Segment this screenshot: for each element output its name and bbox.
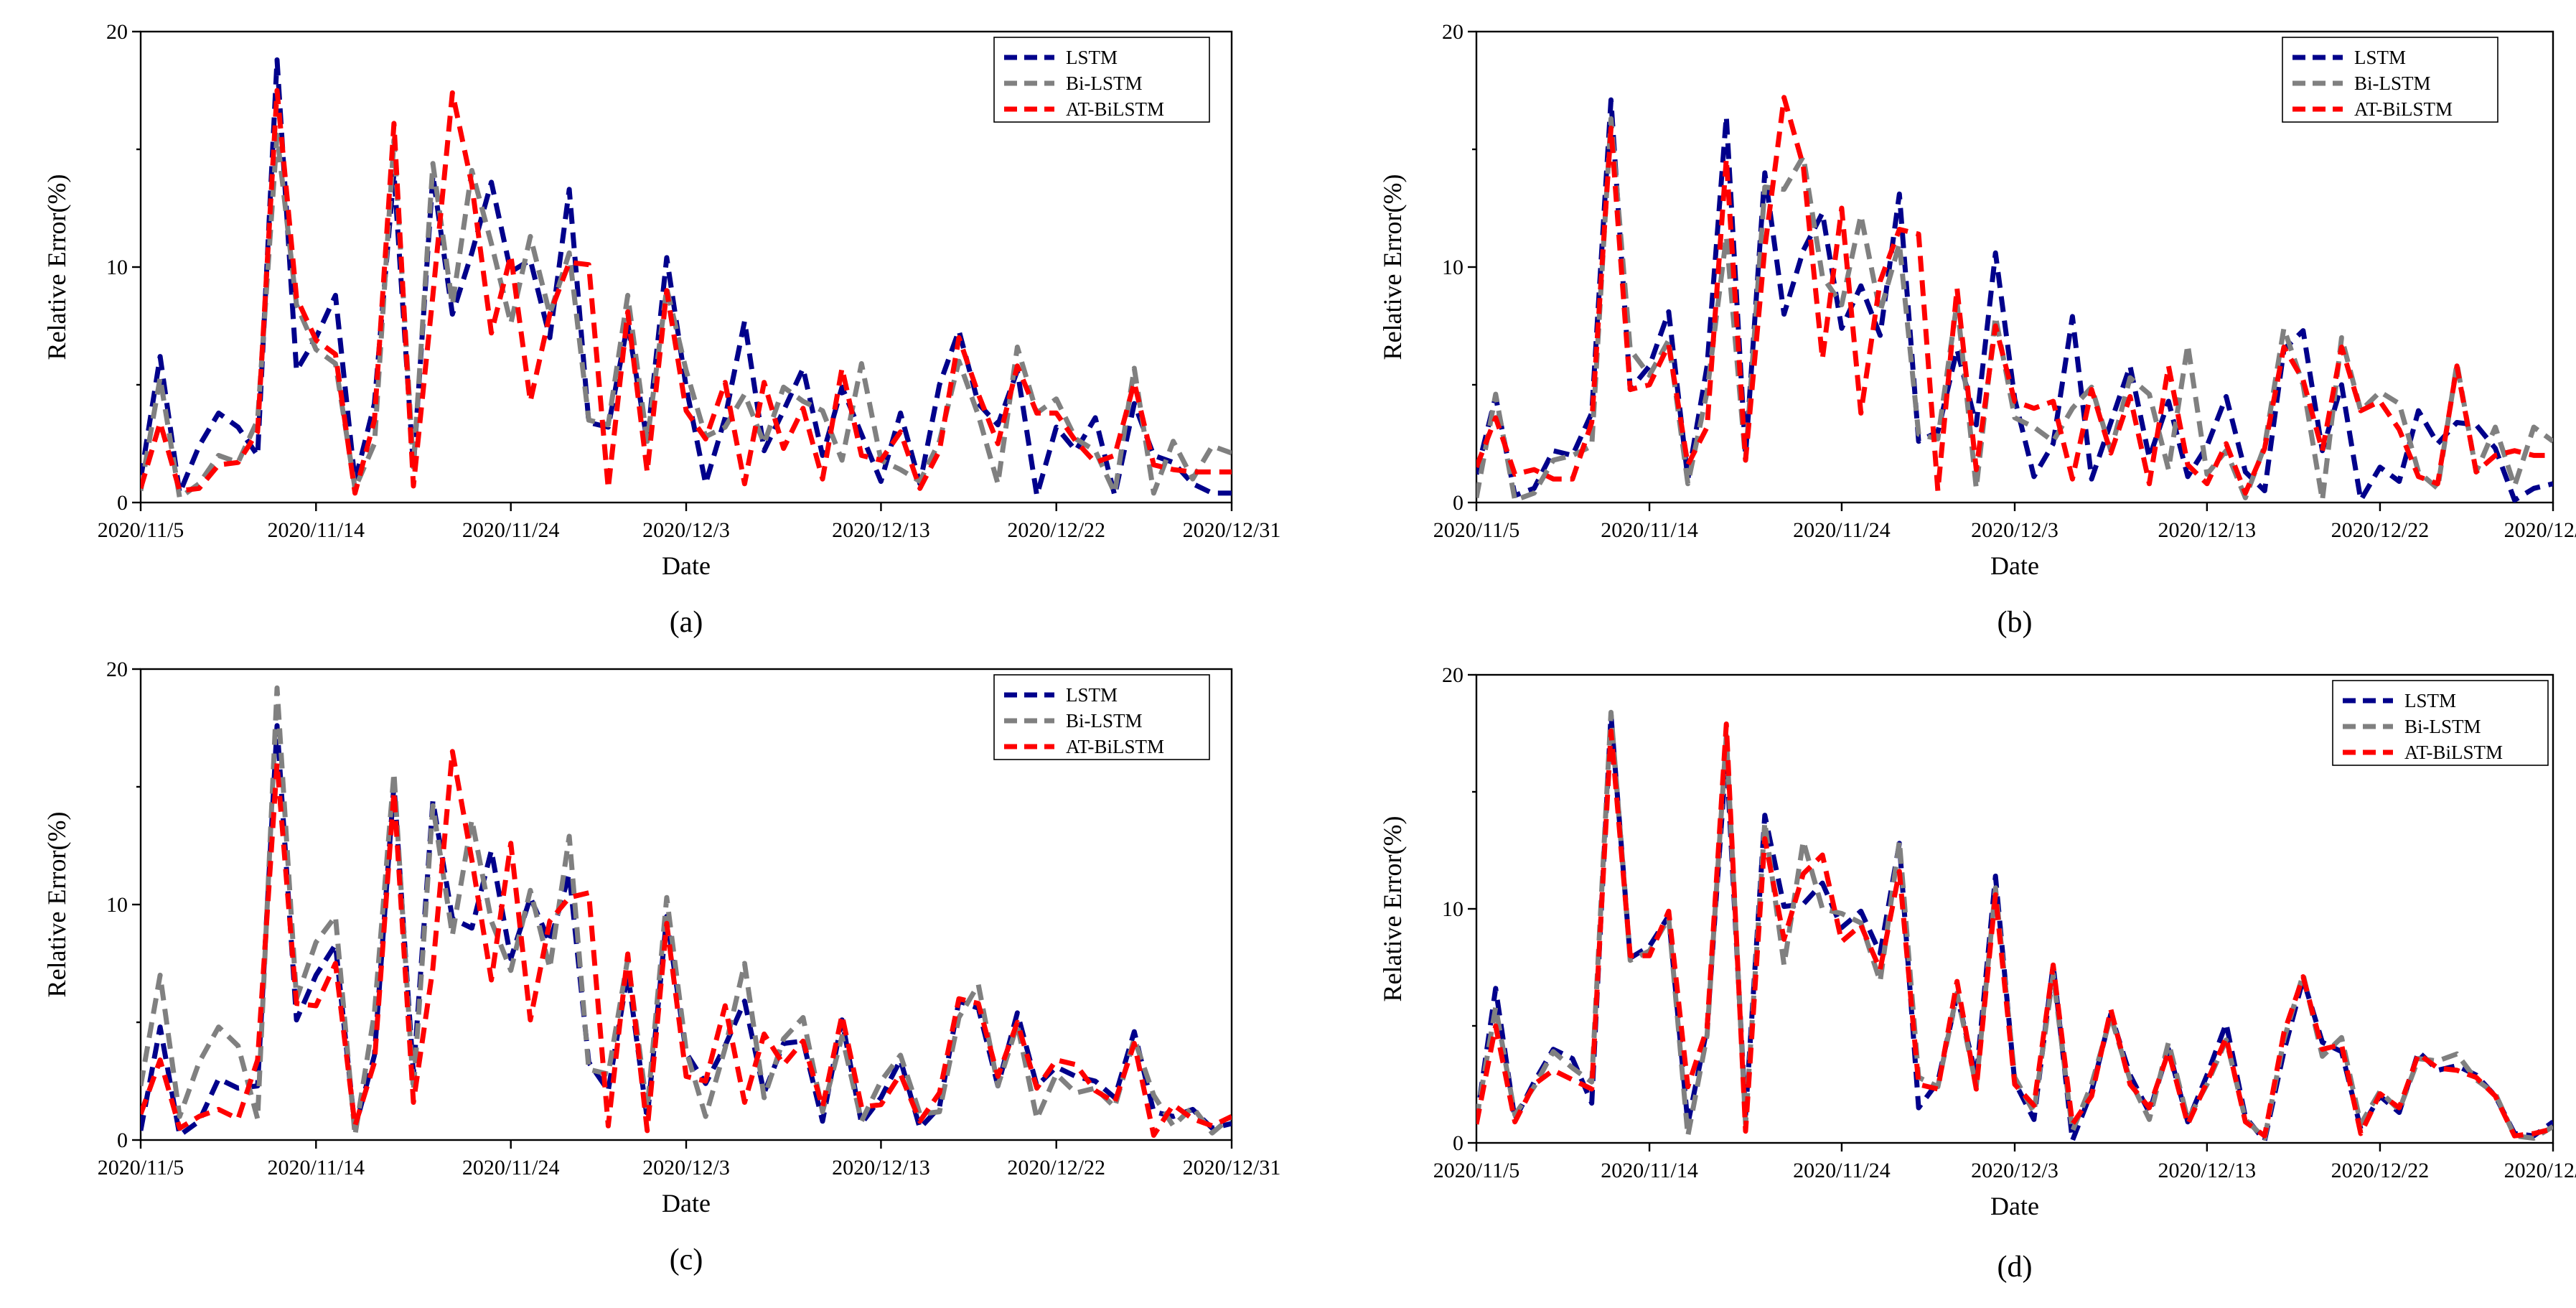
y-tick-label: 0 <box>117 491 128 515</box>
x-tick-label: 2020/12/31 <box>2504 1159 2576 1182</box>
y-tick-label: 10 <box>106 893 128 917</box>
x-tick-label: 2020/12/31 <box>1183 518 1281 542</box>
series-line-at-bilstm <box>1476 95 2553 496</box>
x-tick-label: 2020/11/14 <box>1601 518 1698 542</box>
series-line-at-bilstm <box>141 749 1232 1138</box>
panel-label: (a) <box>670 606 703 639</box>
legend: LSTM Bi-LSTM AT-BiLSTM <box>2332 680 2549 766</box>
x-tick-label: 2020/11/14 <box>268 518 365 542</box>
x-tick-label: 2020/12/13 <box>832 518 930 542</box>
y-axis-title: Relative Error(%) <box>1378 174 1407 360</box>
y-tick-label: 20 <box>1442 20 1463 44</box>
chart-panel-3: 0 10 20 2020/11/5 2020/11/14 2020/11/24 2020/1… <box>42 658 1280 1276</box>
x-tick-label: 2020/11/5 <box>1433 1159 1520 1182</box>
legend-label: AT-BiLSTM <box>1066 736 1164 757</box>
y-tick-label: 20 <box>106 20 128 44</box>
legend-label: Bi-LSTM <box>1066 73 1143 94</box>
y-tick-label: 0 <box>117 1129 128 1152</box>
y-tick-label: 10 <box>1442 897 1463 921</box>
legend-label: AT-BiLSTM <box>2404 742 2503 763</box>
y-tick-label: 0 <box>1453 1131 1463 1155</box>
x-axis-title: Date <box>1990 1192 2039 1220</box>
x-tick-label: 2020/11/24 <box>1793 1159 1891 1182</box>
series-group <box>141 685 1232 1138</box>
panel-label: (c) <box>670 1243 703 1276</box>
y-tick-label: 20 <box>106 658 128 681</box>
series-line-bi-lstm <box>141 685 1232 1138</box>
legend-label: AT-BiLSTM <box>2354 98 2453 120</box>
x-tick-label: 2020/12/31 <box>2504 518 2576 542</box>
x-tick-label: 2020/11/24 <box>1793 518 1891 542</box>
legend-label: LSTM <box>2354 47 2406 68</box>
x-tick-label: 2020/12/3 <box>642 1156 730 1179</box>
panel-label: (d) <box>1997 1251 2033 1284</box>
legend-label: Bi-LSTM <box>2354 73 2431 94</box>
x-axis-title: Date <box>662 1189 711 1218</box>
x-tick-label: 2020/12/22 <box>2331 518 2430 542</box>
y-tick-label: 10 <box>1442 256 1463 279</box>
x-tick-label: 2020/12/13 <box>2158 1159 2257 1182</box>
legend-label: LSTM <box>2404 690 2456 711</box>
x-axis-title: Date <box>662 551 711 580</box>
series-line-bi-lstm <box>141 132 1232 500</box>
x-tick-label: 2020/12/22 <box>2331 1159 2430 1182</box>
x-tick-label: 2020/12/3 <box>1971 518 2059 542</box>
x-tick-label: 2020/12/13 <box>832 1156 930 1179</box>
legend-label: Bi-LSTM <box>1066 710 1143 732</box>
x-tick-label: 2020/11/24 <box>462 1156 560 1179</box>
chart-panel-4: 0 10 20 2020/11/5 2020/11/14 2020/11/24 2020/1… <box>1378 663 2576 1284</box>
x-tick-label: 2020/11/5 <box>98 1156 184 1179</box>
panel-label: (b) <box>1997 606 2033 639</box>
legend-label: LSTM <box>1066 684 1118 706</box>
chart-panel-2: 0 10 20 2020/11/5 2020/11/14 2020/11/24 2020/1… <box>1378 20 2576 639</box>
y-axis-title: Relative Error(%) <box>42 812 71 998</box>
x-tick-label: 2020/11/5 <box>98 518 184 542</box>
x-tick-label: 2020/11/14 <box>1601 1159 1698 1182</box>
x-axis-title: Date <box>1990 551 2039 580</box>
series-group <box>1476 95 2553 503</box>
series-line-at-bilstm <box>1476 721 2553 1139</box>
legend: LSTM Bi-LSTM AT-BiLSTM <box>993 674 1210 760</box>
y-tick-label: 10 <box>106 256 128 279</box>
x-tick-label: 2020/11/24 <box>462 518 560 542</box>
x-tick-label: 2020/11/14 <box>268 1156 365 1179</box>
series-line-at-bilstm <box>141 88 1232 496</box>
x-tick-label: 2020/12/22 <box>1007 1156 1105 1179</box>
x-tick-label: 2020/12/13 <box>2158 518 2257 542</box>
legend-label: Bi-LSTM <box>2404 716 2481 737</box>
x-tick-label: 2020/12/22 <box>1007 518 1105 542</box>
x-tick-label: 2020/12/31 <box>1183 1156 1281 1179</box>
y-axis-title: Relative Error(%) <box>42 174 71 360</box>
series-line-bi-lstm <box>1476 116 2553 503</box>
y-tick-label: 0 <box>1453 491 1463 515</box>
x-tick-label: 2020/12/3 <box>1971 1159 2059 1182</box>
legend-label: LSTM <box>1066 47 1118 68</box>
x-tick-label: 2020/11/5 <box>1433 518 1520 542</box>
series-group <box>141 57 1232 500</box>
series-group <box>1476 709 2553 1143</box>
legend: LSTM Bi-LSTM AT-BiLSTM <box>2282 37 2498 123</box>
chart-panel-1: 0 10 20 2020/11/5 2020/11/14 2020/11/24 2020/1… <box>42 20 1280 639</box>
y-axis-title: Relative Error(%) <box>1378 816 1407 1002</box>
x-tick-label: 2020/12/3 <box>642 518 730 542</box>
legend-box <box>2282 37 2498 123</box>
y-tick-label: 20 <box>1442 663 1463 687</box>
legend: LSTM Bi-LSTM AT-BiLSTM <box>993 37 1210 123</box>
series-line-lstm <box>1476 97 2553 503</box>
legend-label: AT-BiLSTM <box>1066 98 1164 120</box>
